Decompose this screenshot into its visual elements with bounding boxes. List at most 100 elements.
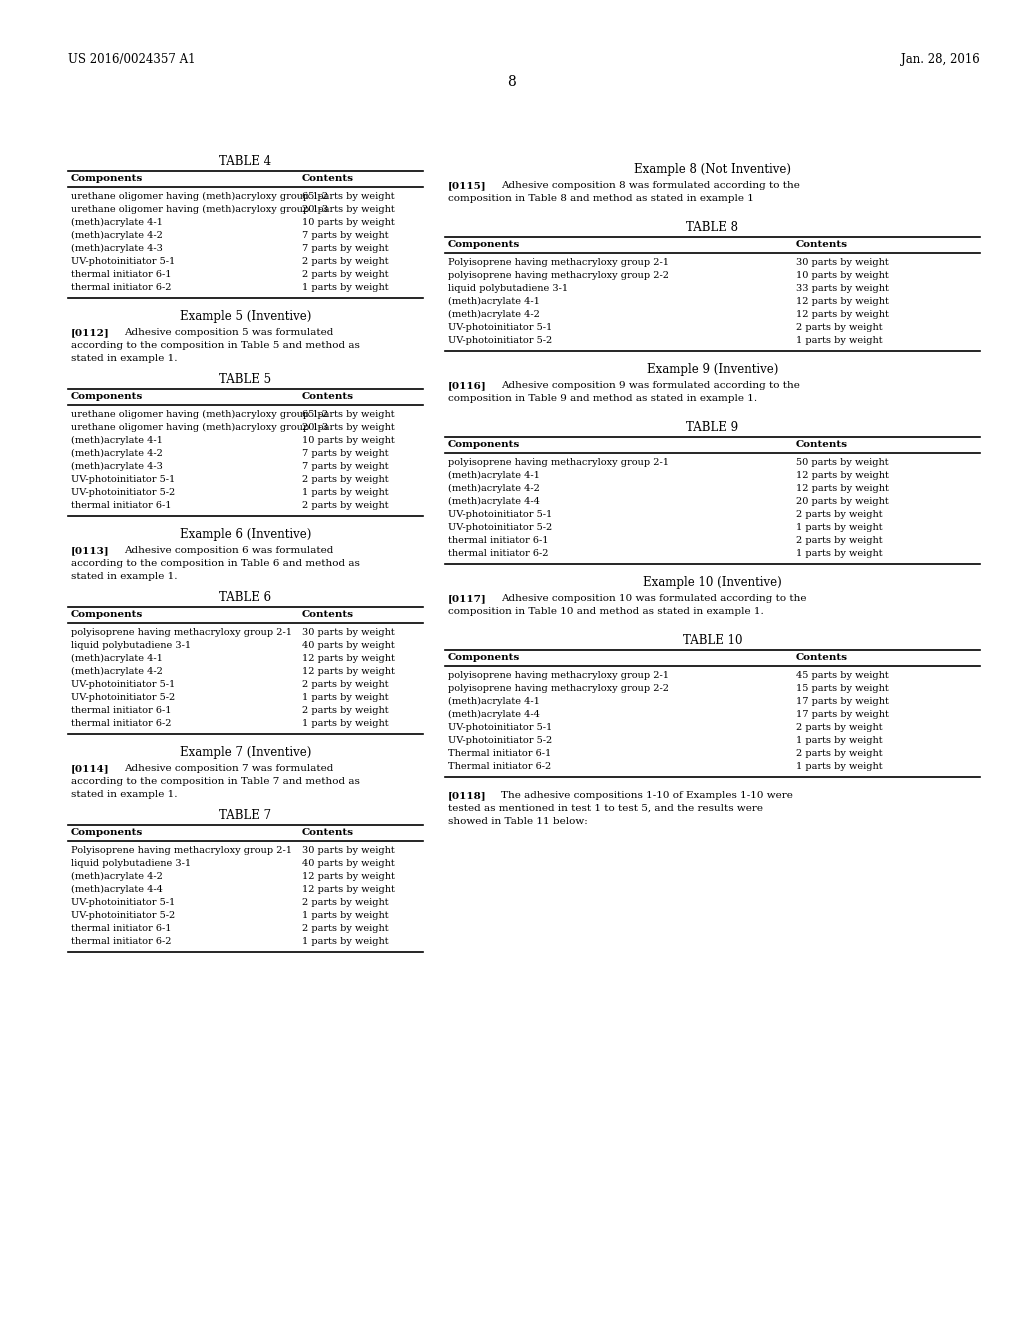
Text: polyisoprene having methacryloxy group 2-1: polyisoprene having methacryloxy group 2… bbox=[71, 628, 292, 638]
Text: Contents: Contents bbox=[796, 653, 848, 663]
Text: 12 parts by weight: 12 parts by weight bbox=[302, 667, 394, 676]
Text: (meth)acrylate 4-2: (meth)acrylate 4-2 bbox=[71, 667, 163, 676]
Text: (meth)acrylate 4-4: (meth)acrylate 4-4 bbox=[449, 498, 540, 506]
Text: 33 parts by weight: 33 parts by weight bbox=[796, 284, 889, 293]
Text: 1 parts by weight: 1 parts by weight bbox=[302, 693, 388, 702]
Text: 10 parts by weight: 10 parts by weight bbox=[796, 271, 889, 280]
Text: [0113]: [0113] bbox=[71, 546, 110, 554]
Text: 7 parts by weight: 7 parts by weight bbox=[302, 231, 388, 240]
Text: UV-photoinitiator 5-1: UV-photoinitiator 5-1 bbox=[71, 257, 175, 267]
Text: Components: Components bbox=[449, 653, 520, 663]
Text: 1 parts by weight: 1 parts by weight bbox=[796, 337, 883, 345]
Text: Adhesive composition 5 was formulated: Adhesive composition 5 was formulated bbox=[124, 327, 334, 337]
Text: 1 parts by weight: 1 parts by weight bbox=[302, 488, 388, 498]
Text: 1 parts by weight: 1 parts by weight bbox=[796, 549, 883, 558]
Text: thermal initiator 6-2: thermal initiator 6-2 bbox=[71, 719, 171, 729]
Text: UV-photoinitiator 5-2: UV-photoinitiator 5-2 bbox=[71, 911, 175, 920]
Text: thermal initiator 6-1: thermal initiator 6-1 bbox=[71, 502, 171, 510]
Text: [0112]: [0112] bbox=[71, 327, 110, 337]
Text: according to the composition in Table 6 and method as: according to the composition in Table 6 … bbox=[71, 558, 359, 568]
Text: Components: Components bbox=[71, 174, 143, 183]
Text: Contents: Contents bbox=[796, 440, 848, 449]
Text: Jan. 28, 2016: Jan. 28, 2016 bbox=[901, 53, 980, 66]
Text: Contents: Contents bbox=[302, 392, 353, 401]
Text: 12 parts by weight: 12 parts by weight bbox=[302, 873, 394, 880]
Text: TABLE 10: TABLE 10 bbox=[683, 634, 742, 647]
Text: liquid polybutadiene 3-1: liquid polybutadiene 3-1 bbox=[71, 859, 191, 869]
Text: Adhesive composition 10 was formulated according to the: Adhesive composition 10 was formulated a… bbox=[501, 594, 807, 603]
Text: 2 parts by weight: 2 parts by weight bbox=[302, 502, 388, 510]
Text: Adhesive composition 7 was formulated: Adhesive composition 7 was formulated bbox=[124, 764, 334, 774]
Text: Example 9 (Inventive): Example 9 (Inventive) bbox=[647, 363, 778, 376]
Text: TABLE 6: TABLE 6 bbox=[219, 591, 271, 605]
Text: polyisoprene having methacryloxy group 2-2: polyisoprene having methacryloxy group 2… bbox=[449, 271, 669, 280]
Text: 17 parts by weight: 17 parts by weight bbox=[796, 697, 889, 706]
Text: thermal initiator 6-2: thermal initiator 6-2 bbox=[71, 937, 171, 946]
Text: urethane oligomer having (meth)acryloxy group 1-3: urethane oligomer having (meth)acryloxy … bbox=[71, 422, 328, 432]
Text: 2 parts by weight: 2 parts by weight bbox=[302, 257, 388, 267]
Text: Components: Components bbox=[449, 440, 520, 449]
Text: 15 parts by weight: 15 parts by weight bbox=[796, 684, 889, 693]
Text: TABLE 4: TABLE 4 bbox=[219, 154, 271, 168]
Text: polyisoprene having methacryloxy group 2-1: polyisoprene having methacryloxy group 2… bbox=[449, 671, 669, 680]
Text: The adhesive compositions 1-10 of Examples 1-10 were: The adhesive compositions 1-10 of Exampl… bbox=[501, 791, 793, 800]
Text: Contents: Contents bbox=[796, 240, 848, 249]
Text: urethane oligomer having (meth)acryloxy group 1-3: urethane oligomer having (meth)acryloxy … bbox=[71, 205, 328, 214]
Text: [0118]: [0118] bbox=[449, 791, 486, 800]
Text: Example 8 (Not Inventive): Example 8 (Not Inventive) bbox=[634, 162, 791, 176]
Text: (meth)acrylate 4-2: (meth)acrylate 4-2 bbox=[449, 484, 540, 494]
Text: UV-photoinitiator 5-2: UV-photoinitiator 5-2 bbox=[449, 337, 552, 345]
Text: 12 parts by weight: 12 parts by weight bbox=[302, 884, 394, 894]
Text: (meth)acrylate 4-4: (meth)acrylate 4-4 bbox=[71, 884, 163, 894]
Text: 2 parts by weight: 2 parts by weight bbox=[302, 898, 388, 907]
Text: Example 5 (Inventive): Example 5 (Inventive) bbox=[180, 310, 311, 323]
Text: 50 parts by weight: 50 parts by weight bbox=[796, 458, 889, 467]
Text: showed in Table 11 below:: showed in Table 11 below: bbox=[449, 817, 588, 826]
Text: thermal initiator 6-1: thermal initiator 6-1 bbox=[71, 924, 171, 933]
Text: 10 parts by weight: 10 parts by weight bbox=[302, 436, 394, 445]
Text: stated in example 1.: stated in example 1. bbox=[71, 354, 177, 363]
Text: 20 parts by weight: 20 parts by weight bbox=[302, 205, 394, 214]
Text: tested as mentioned in test 1 to test 5, and the results were: tested as mentioned in test 1 to test 5,… bbox=[449, 804, 763, 813]
Text: 1 parts by weight: 1 parts by weight bbox=[302, 719, 388, 729]
Text: Thermal initiator 6-2: Thermal initiator 6-2 bbox=[449, 762, 551, 771]
Text: 12 parts by weight: 12 parts by weight bbox=[796, 484, 889, 492]
Text: UV-photoinitiator 5-1: UV-photoinitiator 5-1 bbox=[449, 510, 552, 519]
Text: 40 parts by weight: 40 parts by weight bbox=[302, 642, 394, 649]
Text: 2 parts by weight: 2 parts by weight bbox=[796, 323, 883, 333]
Text: Thermal initiator 6-1: Thermal initiator 6-1 bbox=[449, 748, 551, 758]
Text: [0116]: [0116] bbox=[449, 381, 486, 389]
Text: liquid polybutadiene 3-1: liquid polybutadiene 3-1 bbox=[449, 284, 568, 293]
Text: 7 parts by weight: 7 parts by weight bbox=[302, 244, 388, 253]
Text: UV-photoinitiator 5-2: UV-photoinitiator 5-2 bbox=[71, 693, 175, 702]
Text: 2 parts by weight: 2 parts by weight bbox=[302, 475, 388, 484]
Text: 30 parts by weight: 30 parts by weight bbox=[796, 257, 889, 267]
Text: polyisoprene having methacryloxy group 2-2: polyisoprene having methacryloxy group 2… bbox=[449, 684, 669, 693]
Text: Example 6 (Inventive): Example 6 (Inventive) bbox=[180, 528, 311, 541]
Text: (meth)acrylate 4-1: (meth)acrylate 4-1 bbox=[71, 436, 163, 445]
Text: 30 parts by weight: 30 parts by weight bbox=[302, 628, 394, 638]
Text: 2 parts by weight: 2 parts by weight bbox=[302, 924, 388, 933]
Text: US 2016/0024357 A1: US 2016/0024357 A1 bbox=[68, 53, 196, 66]
Text: 2 parts by weight: 2 parts by weight bbox=[796, 748, 883, 758]
Text: UV-photoinitiator 5-1: UV-photoinitiator 5-1 bbox=[449, 323, 552, 333]
Text: (meth)acrylate 4-2: (meth)acrylate 4-2 bbox=[71, 449, 163, 458]
Text: Contents: Contents bbox=[302, 174, 353, 183]
Text: 12 parts by weight: 12 parts by weight bbox=[796, 471, 889, 480]
Text: (meth)acrylate 4-4: (meth)acrylate 4-4 bbox=[449, 710, 540, 719]
Text: 7 parts by weight: 7 parts by weight bbox=[302, 449, 388, 458]
Text: (meth)acrylate 4-1: (meth)acrylate 4-1 bbox=[449, 697, 540, 706]
Text: UV-photoinitiator 5-1: UV-photoinitiator 5-1 bbox=[71, 680, 175, 689]
Text: Adhesive composition 8 was formulated according to the: Adhesive composition 8 was formulated ac… bbox=[501, 181, 800, 190]
Text: (meth)acrylate 4-1: (meth)acrylate 4-1 bbox=[449, 471, 540, 480]
Text: (meth)acrylate 4-2: (meth)acrylate 4-2 bbox=[71, 231, 163, 240]
Text: thermal initiator 6-1: thermal initiator 6-1 bbox=[449, 536, 549, 545]
Text: (meth)acrylate 4-1: (meth)acrylate 4-1 bbox=[71, 653, 163, 663]
Text: polyisoprene having methacryloxy group 2-1: polyisoprene having methacryloxy group 2… bbox=[449, 458, 669, 467]
Text: 10 parts by weight: 10 parts by weight bbox=[302, 218, 394, 227]
Text: 2 parts by weight: 2 parts by weight bbox=[302, 680, 388, 689]
Text: 12 parts by weight: 12 parts by weight bbox=[796, 297, 889, 306]
Text: stated in example 1.: stated in example 1. bbox=[71, 789, 177, 799]
Text: Components: Components bbox=[71, 828, 143, 837]
Text: 1 parts by weight: 1 parts by weight bbox=[302, 937, 388, 946]
